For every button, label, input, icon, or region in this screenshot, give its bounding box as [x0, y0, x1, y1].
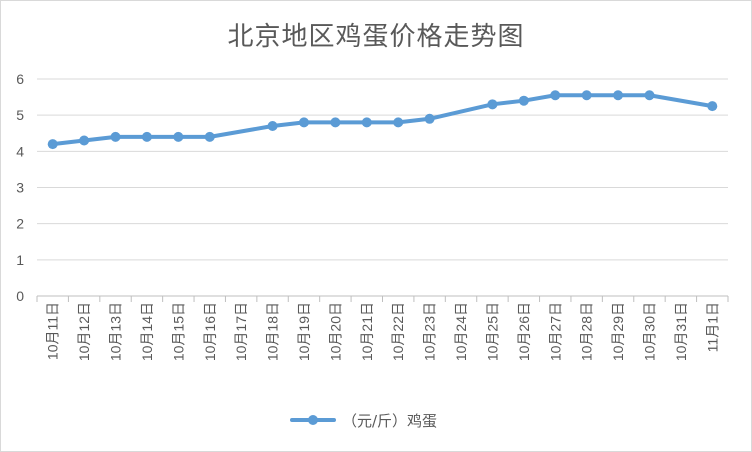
y-tick-label: 1 [16, 252, 24, 268]
x-tick-label: 10月27日 [547, 302, 563, 361]
y-tick-label: 2 [16, 216, 24, 232]
y-tick-label: 4 [16, 143, 24, 159]
x-tick-label: 10月13日 [108, 302, 124, 361]
data-point [361, 117, 372, 128]
data-point [550, 90, 561, 101]
x-tick-label: 10月16日 [202, 302, 218, 361]
data-point [393, 117, 404, 128]
y-tick-label: 5 [16, 107, 24, 123]
data-point [298, 117, 309, 128]
legend: （元/斤）鸡蛋 [290, 412, 437, 430]
x-tick-label: 10月11日 [45, 302, 61, 360]
data-point [613, 90, 624, 101]
y-tick-label: 6 [16, 71, 24, 87]
x-tick-label: 10月31日 [673, 302, 689, 361]
x-tick-label: 10月25日 [484, 302, 500, 361]
x-tick-label: 10月22日 [390, 302, 406, 361]
data-point [141, 131, 152, 142]
x-tick-label: 10月12日 [76, 302, 92, 361]
data-point [79, 135, 90, 146]
x-tick-label: 10月23日 [422, 302, 438, 361]
data-point [644, 90, 655, 101]
data-point [707, 101, 718, 112]
data-point [424, 113, 435, 124]
data-point [487, 99, 498, 110]
x-tick-label: 10月28日 [579, 302, 595, 361]
data-point [581, 90, 592, 101]
data-point [267, 121, 278, 132]
data-point [47, 139, 58, 150]
data-point [518, 95, 529, 106]
data-point [204, 131, 215, 142]
x-tick-label: 10月30日 [641, 302, 657, 361]
legend-marker [308, 415, 318, 425]
chart-title: 北京地区鸡蛋价格走势图 [227, 22, 525, 52]
gridlines [37, 78, 728, 261]
data-point [330, 117, 341, 128]
x-tick-label: 10月15日 [170, 302, 186, 361]
x-tick-label: 11月1日 [704, 302, 720, 352]
legend-label: （元/斤）鸡蛋 [342, 412, 437, 430]
x-tick-label: 10月17日 [233, 302, 249, 361]
x-tick-label: 10月20日 [327, 302, 343, 361]
x-tick-label: 10月21日 [359, 302, 375, 361]
y-tick-label: 3 [16, 180, 24, 196]
x-tick-label: 10月18日 [265, 302, 281, 361]
data-point [173, 131, 184, 142]
x-tick-label: 10月26日 [516, 302, 532, 361]
x-tick-label: 10月29日 [610, 302, 626, 361]
x-tick-label: 10月19日 [296, 302, 312, 361]
series-layer [47, 90, 718, 150]
axes: 0 1 2 3 4 5 6 10月11日 10月12日 10月13日 10月14日 10月15日 10月… [16, 71, 729, 361]
y-tick-label: 0 [16, 288, 24, 304]
x-tick-label: 10月14日 [139, 302, 155, 361]
x-tick-label: 10月24日 [453, 302, 469, 361]
data-point [110, 131, 121, 142]
